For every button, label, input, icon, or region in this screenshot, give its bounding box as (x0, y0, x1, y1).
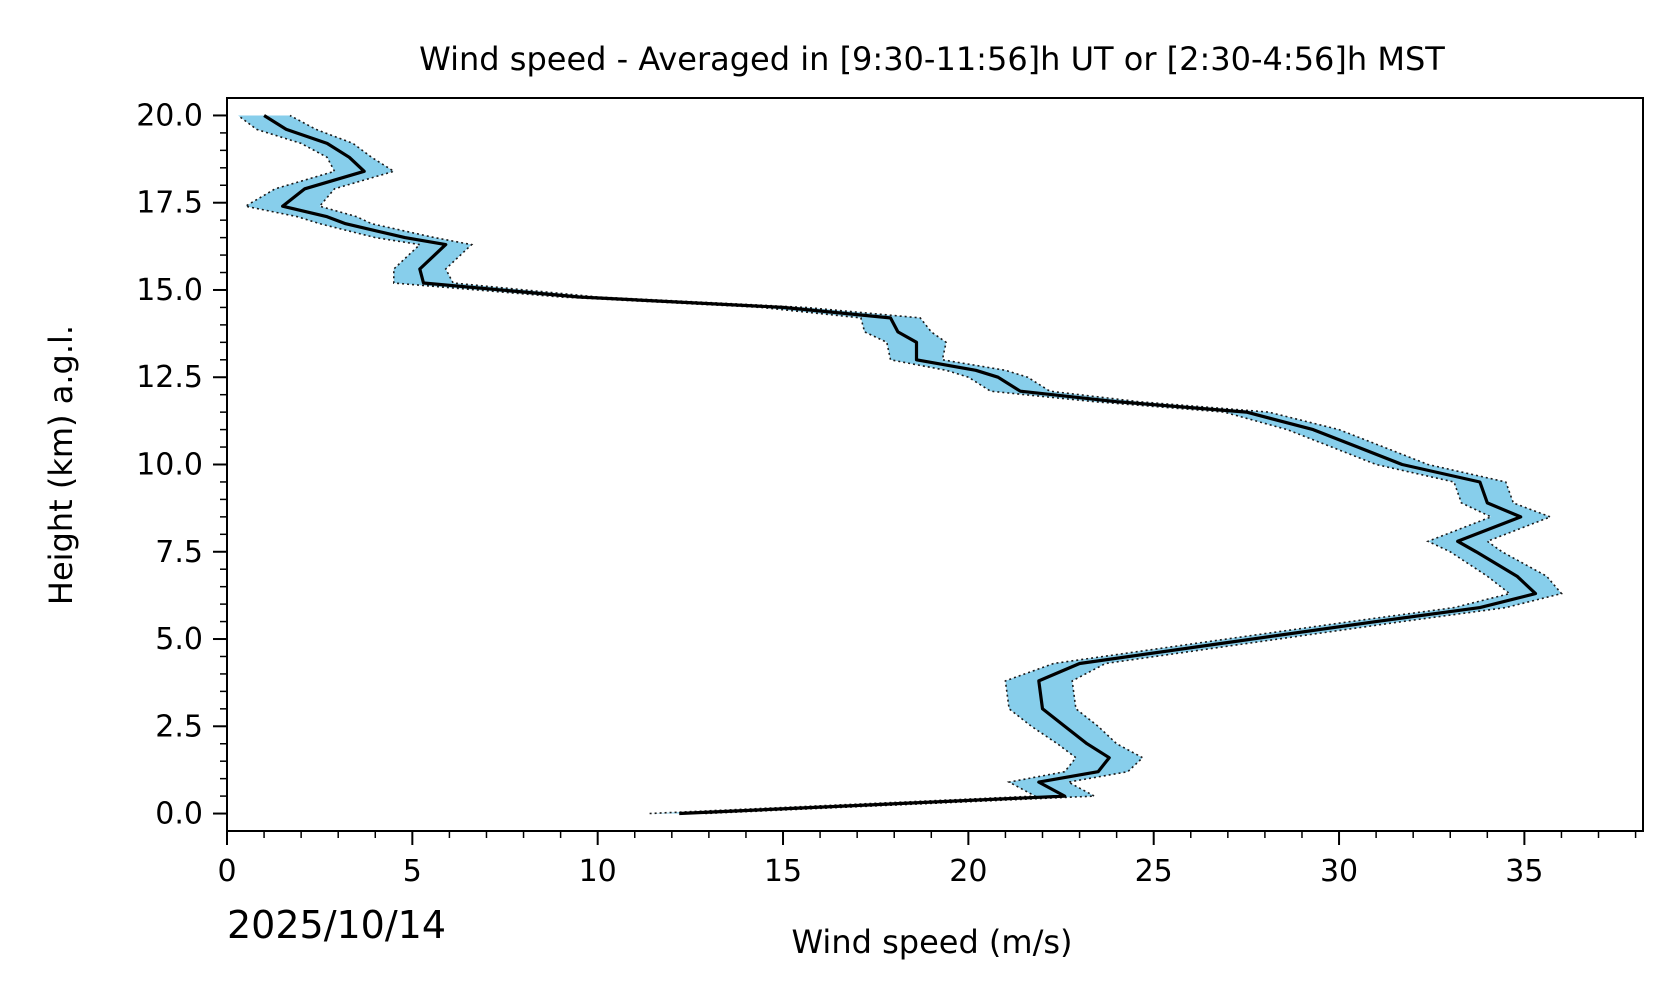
x-tick-label: 20 (949, 854, 987, 889)
chart-title: Wind speed - Averaged in [9:30-11:56]h U… (419, 40, 1445, 78)
y-tick-label: 20.0 (136, 98, 203, 133)
mean-wind-line (263, 114, 1538, 816)
band-lower-edge (237, 114, 1512, 815)
y-tick-label: 2.5 (155, 709, 203, 744)
y-tick-label: 7.5 (155, 535, 203, 570)
x-tick-label: 30 (1320, 854, 1358, 889)
x-tick-label: 5 (403, 854, 422, 889)
y-tick-label: 17.5 (136, 186, 203, 221)
uncertainty-band-group (237, 114, 1563, 815)
y-tick-label: 10.0 (136, 448, 203, 483)
x-tick-label: 25 (1135, 854, 1173, 889)
band-upper-edge (289, 114, 1563, 815)
x-tick-label: 35 (1505, 854, 1543, 889)
uncertainty-band (238, 115, 1562, 814)
plot-frame (226, 97, 1644, 832)
y-tick-label: 15.0 (136, 273, 203, 308)
x-tick-label: 15 (764, 854, 802, 889)
x-tick-label: 10 (579, 854, 617, 889)
date-label: 2025/10/14 (227, 903, 446, 947)
y-axis-label: Height (km) a.g.l. (42, 325, 80, 605)
y-tick-label: 5.0 (155, 622, 203, 657)
x-axis-label: Wind speed (m/s) (791, 923, 1072, 961)
x-tick-label: 0 (217, 854, 236, 889)
x-axis: 0 5 10 15 20 25 30 35 (217, 831, 1637, 889)
y-tick-label: 12.5 (136, 360, 203, 395)
y-axis: 0.0 2.5 5.0 7.5 10.0 12.5 15.0 17.5 20.0 (136, 98, 227, 832)
y-tick-label: 0.0 (155, 797, 203, 832)
